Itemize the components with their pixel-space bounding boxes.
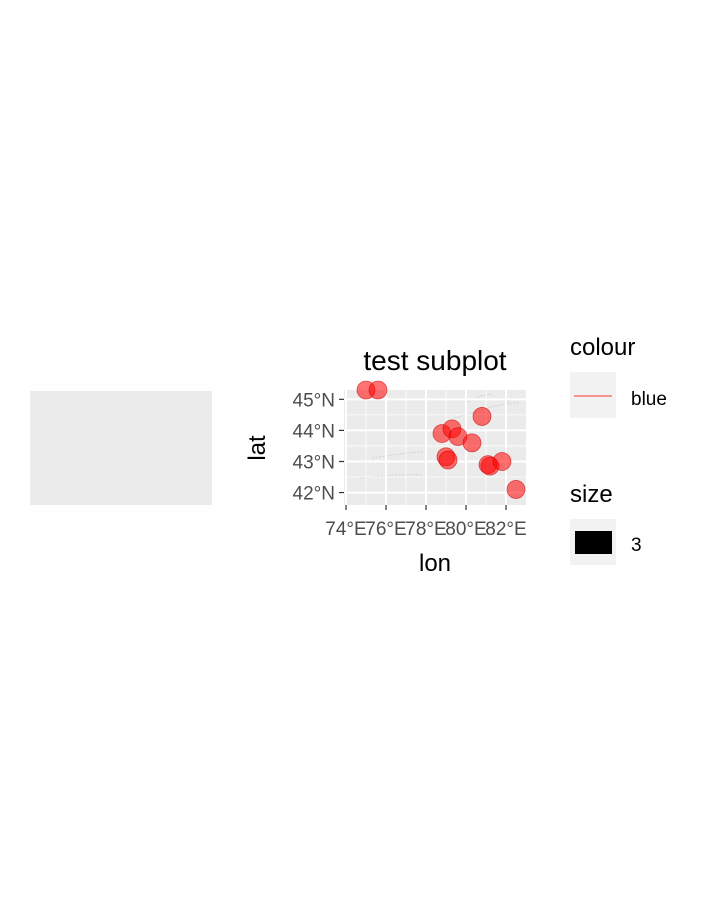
data-point xyxy=(506,480,526,499)
x-axis-title: lon xyxy=(419,550,451,577)
legend-size-key-swatch xyxy=(575,531,612,554)
x-tick-label: 82°E xyxy=(485,519,526,540)
y-tick-label: 44°N xyxy=(293,421,335,442)
data-point xyxy=(472,407,492,426)
legend-size-label: 3 xyxy=(631,535,642,556)
chart-title: test subplot xyxy=(363,345,506,376)
x-tick-label: 78°E xyxy=(405,519,446,540)
data-point xyxy=(492,452,512,471)
x-tick-label: 80°E xyxy=(445,519,486,540)
y-axis-title: lat xyxy=(244,435,271,461)
x-tick-label: 76°E xyxy=(365,519,406,540)
legend-colour-label: blue xyxy=(631,389,667,410)
data-point xyxy=(462,433,482,453)
y-tick-label: 42°N xyxy=(293,484,335,505)
data-points xyxy=(356,380,526,499)
empty-panel xyxy=(30,391,212,505)
x-tick-labels: 74°E76°E78°E80°E82°E xyxy=(325,519,526,540)
legend-colour: colour blue xyxy=(570,334,667,418)
legend-colour-title: colour xyxy=(570,334,635,361)
legend-size-title: size xyxy=(570,481,613,508)
plot-panel xyxy=(344,390,526,505)
y-tick-labels: 42°N 43°N 44°N 45°N xyxy=(293,390,335,504)
data-point xyxy=(438,450,458,470)
y-tick-label: 45°N xyxy=(293,390,335,411)
legend-size: size 3 xyxy=(570,481,642,565)
y-tick-label: 43°N xyxy=(293,452,335,473)
data-point xyxy=(368,380,388,400)
legend-colour-key-bg xyxy=(570,372,616,418)
x-tick-label: 74°E xyxy=(325,519,366,540)
axis-ticks xyxy=(339,398,507,510)
